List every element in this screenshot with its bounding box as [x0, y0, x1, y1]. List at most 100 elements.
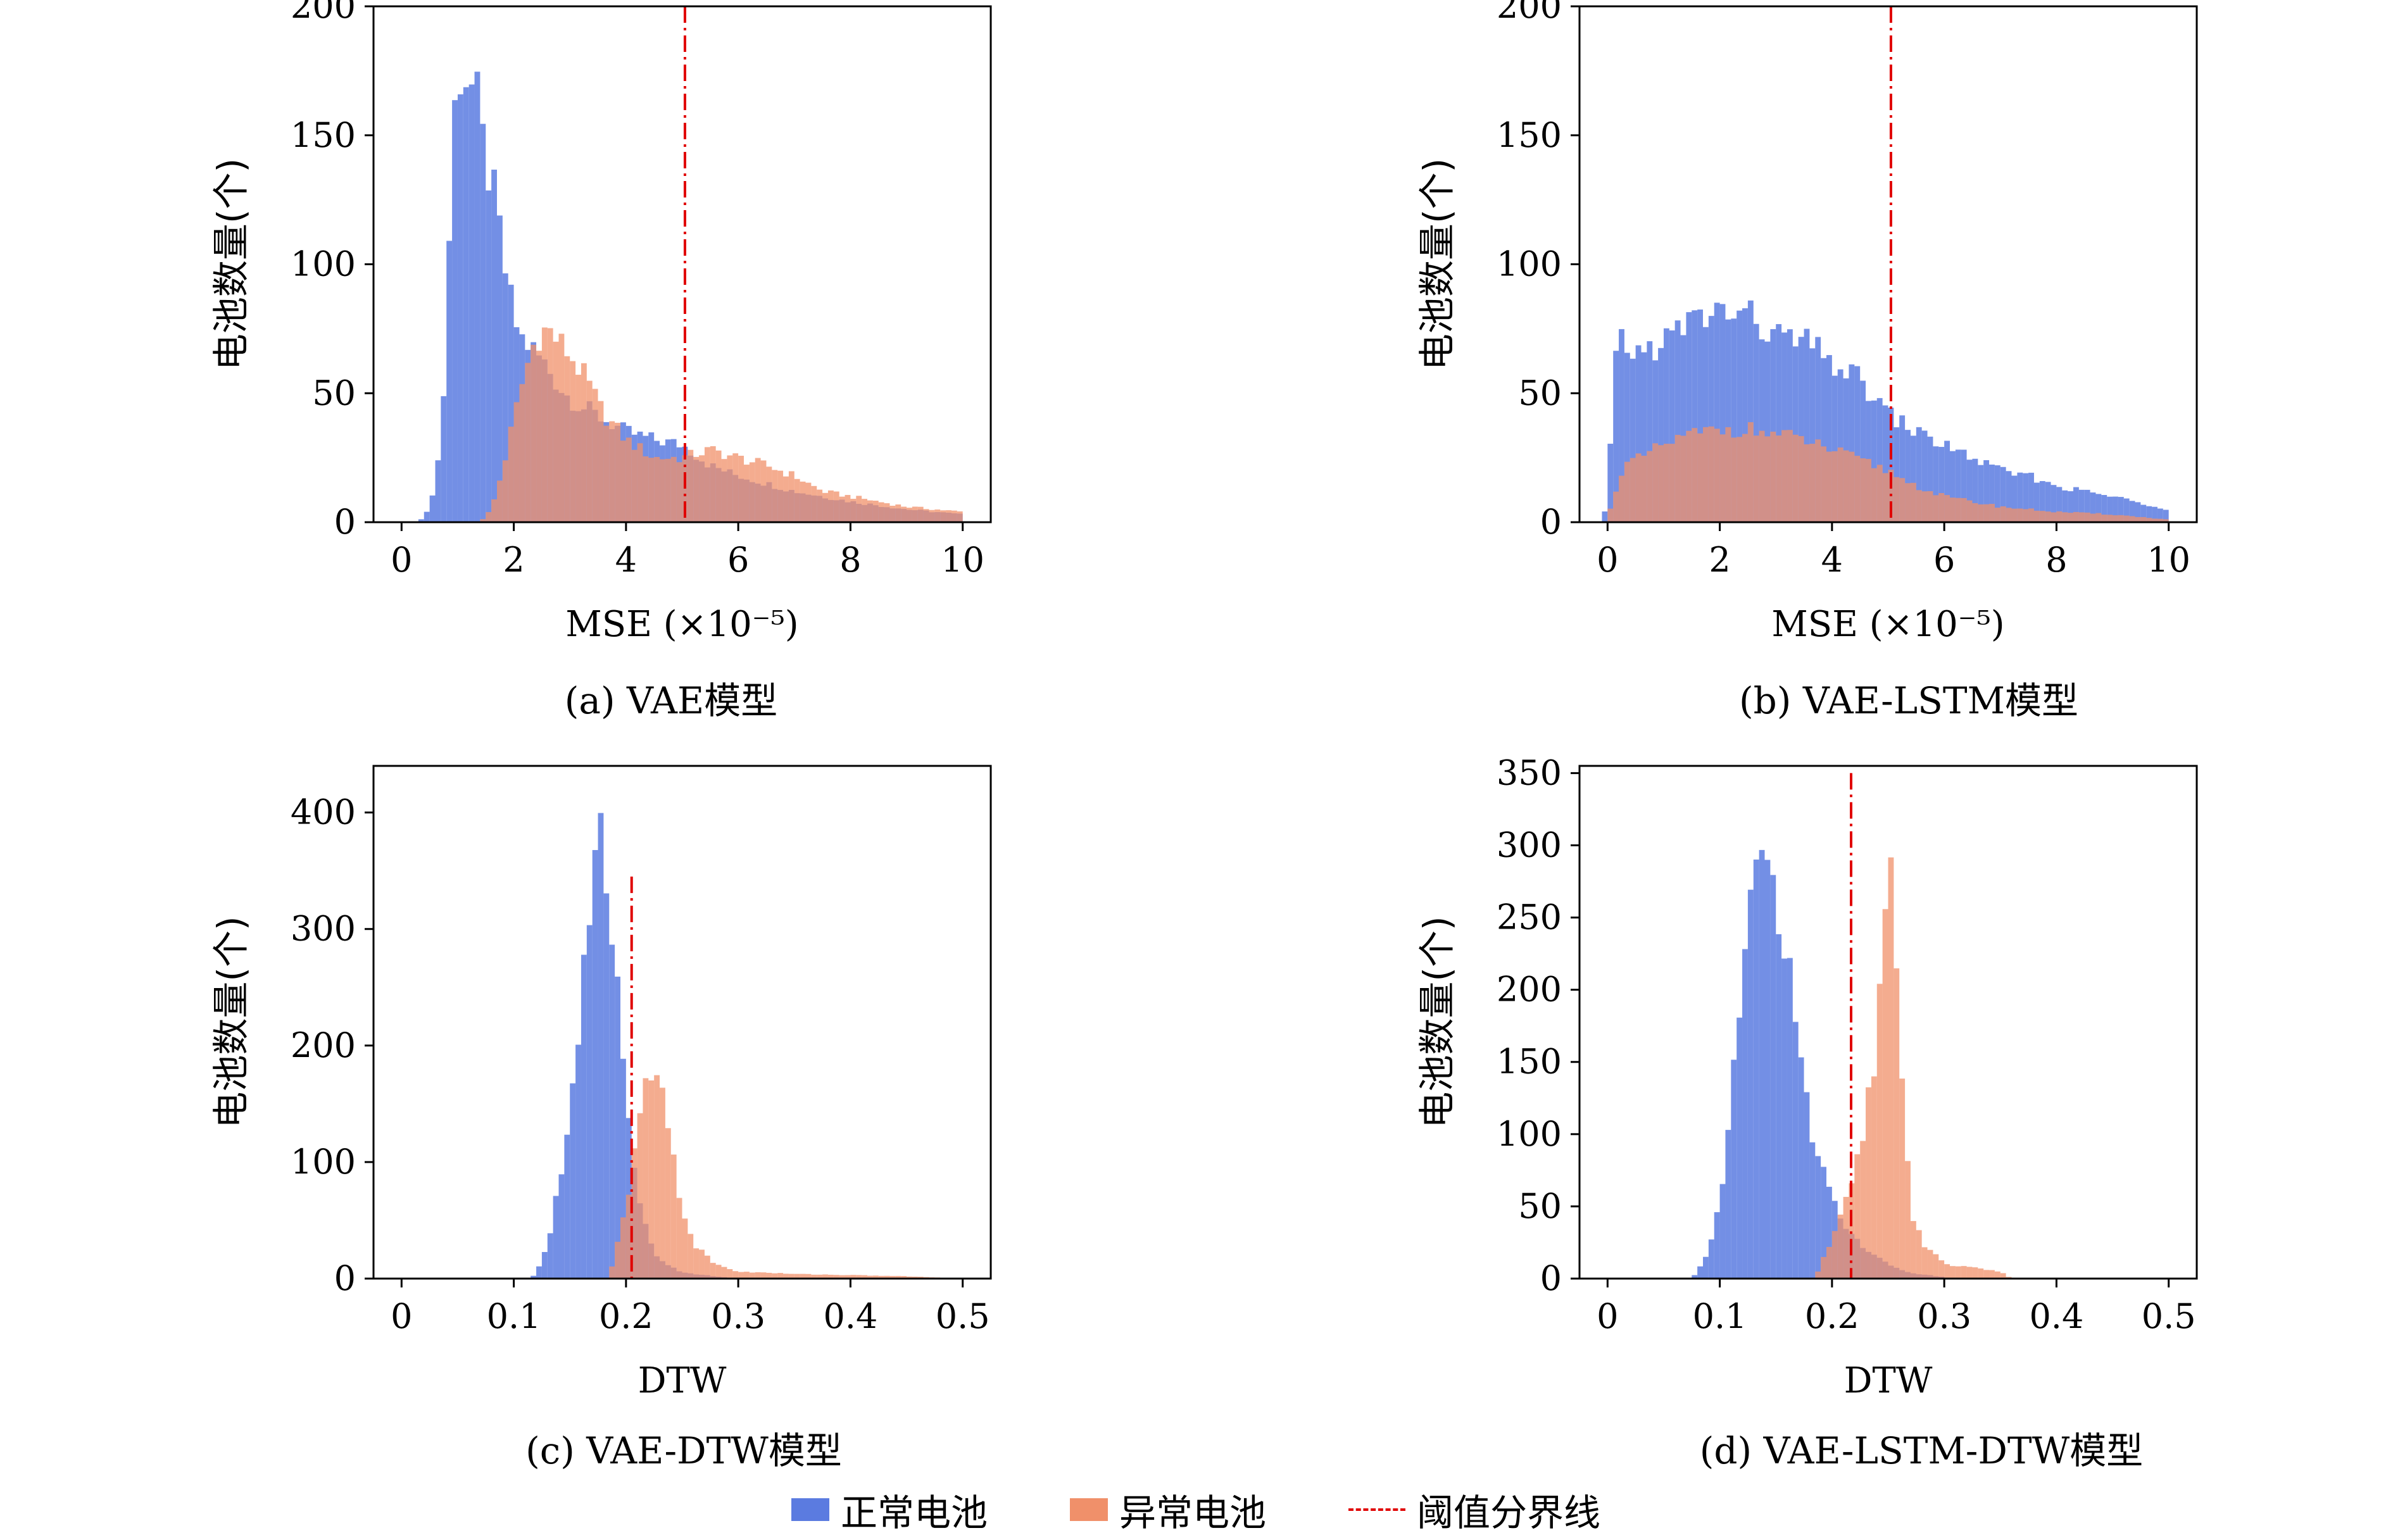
histogram-bar [531, 1275, 537, 1279]
histogram-bar [670, 456, 677, 522]
histogram-bar [800, 1274, 806, 1279]
histogram-bar [2051, 485, 2057, 522]
histogram-bar [2118, 515, 2124, 522]
histogram-bar [502, 273, 508, 522]
y-axis-label: 电池数量(个) [210, 158, 253, 370]
x-tick-label: 0 [1597, 1296, 1618, 1336]
y-tick-label: 300 [1497, 825, 1562, 865]
legend-abnormal: 异常电池 [1070, 1487, 1266, 1534]
histogram-bar [1910, 435, 1916, 522]
histogram-bar [715, 450, 722, 522]
histogram-bar [446, 241, 453, 522]
histogram-bar [2011, 475, 2018, 522]
histogram-bar [1983, 504, 1990, 522]
histogram-bar [2039, 481, 2045, 522]
histogram-bar [1843, 378, 1849, 522]
histogram-bar [1692, 1275, 1698, 1279]
histogram-bar [558, 334, 565, 522]
histogram-bar [872, 500, 879, 522]
histogram-bar [2033, 510, 2040, 522]
histogram-bar [1815, 1271, 1821, 1279]
histogram-bar [845, 1275, 851, 1279]
histogram-bar [805, 482, 812, 522]
histogram-bar [1781, 958, 1787, 1279]
plot-frame [1578, 765, 2198, 1280]
histogram-bar [805, 1274, 812, 1279]
histogram-bar [1692, 428, 1698, 522]
legend-threshold-label: 阈值分界线 [1417, 1491, 1601, 1534]
histogram-bar [1955, 498, 1961, 522]
histogram-bar [889, 506, 896, 522]
y-axis-label: 电池数量(个) [1416, 158, 1459, 370]
histogram-bar [1831, 375, 1838, 522]
histogram-bar [480, 519, 486, 522]
histogram-bar [1854, 1154, 1861, 1279]
histogram-bar [1686, 430, 1692, 522]
histogram-bar [1602, 511, 1608, 522]
legend-abnormal-label: 异常电池 [1119, 1491, 1267, 1534]
histogram-bar [867, 500, 873, 522]
histogram-bar [541, 1252, 548, 1279]
histogram-bar [2011, 508, 2018, 522]
histogram-bar [570, 1083, 576, 1279]
histogram-bar [682, 455, 688, 522]
histogram-bar [536, 351, 542, 522]
histogram-bar [688, 449, 694, 522]
histogram-bar [2157, 518, 2163, 522]
y-tick-label: 100 [291, 1142, 356, 1182]
histogram-bar [1607, 444, 1614, 522]
histogram-bar [1821, 1256, 1826, 1279]
histogram-bar [1663, 328, 1669, 522]
legend-threshold-swatch [1348, 1508, 1405, 1511]
histogram-bar [497, 215, 503, 522]
x-tick-label: 10 [2147, 540, 2190, 580]
histogram-bar [1978, 504, 1984, 522]
histogram-bar [788, 1274, 795, 1279]
y-axis-label: 电池数量(个) [1416, 916, 1459, 1128]
histogram-bar [1804, 1092, 1810, 1279]
histogram-bar [536, 1266, 542, 1279]
histogram-bar [1821, 358, 1826, 522]
histogram-bar [1910, 1221, 1916, 1279]
histogram-bar [2140, 516, 2147, 522]
histogram-bar [1624, 353, 1630, 522]
histogram-bar [1938, 492, 1945, 522]
histogram-bar [884, 503, 890, 522]
histogram-bar [1837, 369, 1843, 522]
histogram-bar [1792, 346, 1799, 522]
histogram-bar [660, 459, 665, 522]
histogram-bar [1747, 889, 1754, 1279]
histogram-bar [1764, 860, 1771, 1279]
histogram-bar [1989, 1270, 1995, 1279]
histogram-bar [1714, 429, 1720, 522]
histogram-bar [1635, 453, 1642, 522]
histogram-bar [721, 1267, 727, 1279]
histogram-bar [474, 72, 480, 523]
histogram-bar [710, 446, 716, 522]
histogram-bar [1854, 456, 1861, 522]
histogram-bar [889, 1275, 896, 1279]
histogram-bar [699, 1249, 705, 1279]
histogram-bar [1697, 309, 1703, 522]
histogram-bar [1882, 473, 1888, 522]
histogram-bar [951, 510, 957, 522]
histogram-bar [878, 1275, 884, 1279]
histogram-bar [1916, 490, 1922, 522]
histogram-bar [637, 1113, 643, 1279]
histogram-bar [1753, 859, 1759, 1279]
histogram-bar [1725, 319, 1731, 522]
histogram-bar [2095, 494, 2102, 522]
histogram-bar [788, 471, 795, 522]
histogram-bar [1647, 341, 1653, 522]
histogram-bar [744, 1272, 750, 1279]
caption-c: (c) VAE-DTW模型 [525, 1429, 842, 1472]
x-axis-label: MSE (×10⁻⁵) [565, 604, 798, 645]
x-tick-label: 0.2 [1805, 1296, 1859, 1336]
histogram-bar [609, 944, 615, 1279]
histogram-bar [547, 1233, 553, 1279]
histogram-bar [1669, 444, 1675, 522]
histogram-bar [2028, 472, 2034, 522]
histogram-bar [2113, 496, 2118, 522]
histogram-bar [699, 455, 705, 522]
histogram-bar [1697, 433, 1703, 522]
